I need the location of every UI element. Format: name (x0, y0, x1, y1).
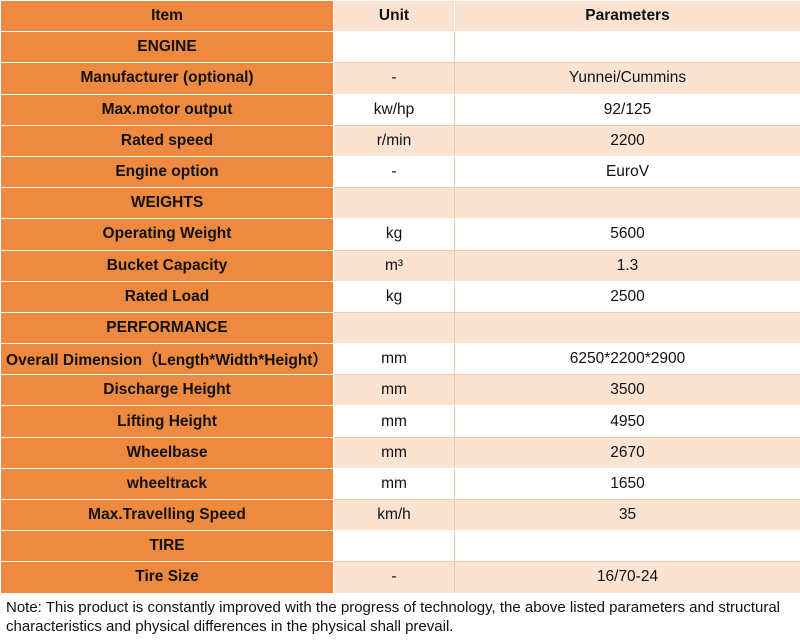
row-item-label: Manufacturer (optional) (0, 62, 334, 95)
row-unit: m³ (333, 249, 455, 282)
row-unit: mm (333, 374, 455, 407)
row-parameter: 2500 (454, 280, 800, 313)
row-item-label: Overall Dimension（Length*Width*Height） (0, 343, 334, 376)
table-row: Bucket Capacity m³ 1.3 (0, 249, 800, 282)
row-parameter (454, 31, 800, 64)
row-parameter (454, 530, 800, 563)
row-unit: km/h (333, 498, 455, 532)
row-item-label: Engine option (0, 155, 334, 189)
row-parameter: Yunnei/Cummins (454, 62, 800, 95)
table-row: Overall Dimension（Length*Width*Height） mm… (0, 343, 800, 376)
row-item-label: Lifting Height (0, 405, 334, 438)
row-item-label: Tire Size (0, 561, 334, 594)
table-row: Manufacturer (optional) - Yunnei/Cummins (0, 62, 800, 95)
spec-table-body: ENGINE Manufacturer (optional) - Yunnei/Cum… (0, 31, 800, 594)
row-parameter: 3500 (454, 374, 800, 407)
row-parameter: 4950 (454, 405, 800, 438)
row-parameter: 2200 (454, 124, 800, 157)
row-parameter: 35 (454, 498, 800, 532)
row-item-label: Discharge Height (0, 374, 334, 407)
table-row: Max.motor output kw/hp 92/125 (0, 93, 800, 126)
row-item-label: wheeltrack (0, 467, 334, 501)
table-row: Engine option - EuroV (0, 155, 800, 189)
row-parameter: EuroV (454, 155, 800, 189)
row-unit (333, 311, 455, 345)
section-title: WEIGHTS (0, 187, 334, 220)
section-title: PERFORMANCE (0, 311, 334, 345)
row-parameter: 16/70-24 (454, 561, 800, 594)
row-item-label: Rated Load (0, 280, 334, 313)
table-row: Operating Weight kg 5600 (0, 218, 800, 251)
table-row: Tire Size -16/70-24 (0, 561, 800, 594)
row-parameter (454, 311, 800, 345)
row-unit (333, 187, 455, 220)
table-row: Lifting Height mm 4950 (0, 405, 800, 438)
table-header-row: Item Unit Parameters (0, 0, 800, 33)
row-parameter: 1.3 (454, 249, 800, 282)
row-unit: r/min (333, 124, 455, 157)
footnote: Note: This product is constantly improve… (6, 599, 781, 635)
header-unit: Unit (333, 0, 455, 33)
row-unit: - (333, 62, 455, 95)
row-unit: kg (333, 280, 455, 313)
table-row: wheeltrack mm 1650 (0, 467, 800, 501)
section-row: PERFORMANCE (0, 311, 800, 345)
row-item-label: Rated speed (0, 124, 334, 157)
section-row: WEIGHTS (0, 187, 800, 220)
row-parameter: 2670 (454, 436, 800, 469)
table-row: Discharge Height mm 3500 (0, 374, 800, 407)
row-parameter (454, 187, 800, 220)
row-item-label: Operating Weight (0, 218, 334, 251)
row-unit: mm (333, 436, 455, 469)
row-unit: kw/hp (333, 93, 455, 126)
table-row: Max.Travelling Speed km/h 35 (0, 498, 800, 532)
row-unit: - (333, 155, 455, 189)
row-item-label: Max.motor output (0, 93, 334, 126)
row-unit: mm (333, 467, 455, 501)
section-row: ENGINE (0, 31, 800, 64)
section-row: TIRE (0, 530, 800, 563)
row-parameter: 92/125 (454, 93, 800, 126)
row-parameter: 5600 (454, 218, 800, 251)
row-parameter: 6250*2200*2900 (454, 343, 800, 376)
table-row: Wheelbase mm 2670 (0, 436, 800, 469)
table-row: Rated speed r/min 2200 (0, 124, 800, 157)
row-item-label: Max.Travelling Speed (0, 498, 334, 532)
row-item-label: Wheelbase (0, 436, 334, 469)
header-parameters: Parameters (454, 0, 800, 33)
row-unit: - (333, 561, 455, 594)
row-unit (333, 31, 455, 64)
row-item-label: Bucket Capacity (0, 249, 334, 282)
row-unit (333, 530, 455, 563)
table-row: Rated Load kg 2500 (0, 280, 800, 313)
row-parameter: 1650 (454, 467, 800, 501)
header-item: Item (0, 0, 334, 33)
row-unit: mm (333, 405, 455, 438)
section-title: ENGINE (0, 31, 334, 64)
row-unit: kg (333, 218, 455, 251)
row-unit: mm (333, 343, 455, 376)
section-title: TIRE (0, 530, 334, 563)
spec-table: Item Unit Parameters ENGINE Manufacturer … (0, 0, 800, 594)
